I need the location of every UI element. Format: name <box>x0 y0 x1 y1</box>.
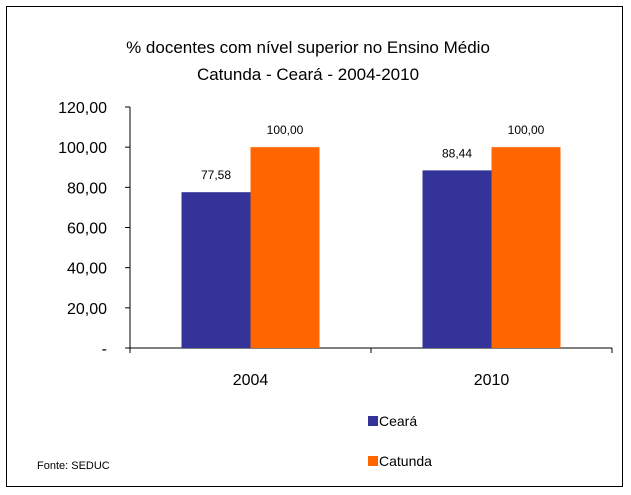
x-axis: 2004 2010 <box>129 347 613 389</box>
chart-title: % docentes com nível superior no Ensino … <box>126 38 490 57</box>
bar-cear- <box>422 170 492 348</box>
bar-group <box>181 147 561 348</box>
legend-swatch <box>368 416 378 426</box>
chart-subtitle: Catunda - Ceará - 2004-2010 <box>197 65 419 84</box>
data-label-group: 77,58 100,00 88,44 100,00 <box>201 123 545 182</box>
y-tick-label: - <box>102 341 107 358</box>
data-label: 88,44 <box>442 146 472 160</box>
data-label: 77,58 <box>201 168 231 182</box>
legend-label: Ceará <box>379 413 417 429</box>
y-tick-label: 120,00 <box>58 100 107 117</box>
legend-swatch <box>368 456 378 466</box>
bar-cear- <box>181 192 251 348</box>
data-label: 100,00 <box>508 123 545 137</box>
x-tick-label: 2010 <box>474 372 510 389</box>
data-label: 100,00 <box>267 123 304 137</box>
y-axis: - 20,00 40,00 60,00 80,00 100,00 120,00 <box>58 100 131 358</box>
legend-label: Catunda <box>379 453 432 469</box>
y-tick-label: 40,00 <box>67 261 107 278</box>
y-tick-label: 80,00 <box>67 180 107 197</box>
y-tick-label: 60,00 <box>67 221 107 238</box>
legend: Ceará Catunda <box>368 413 432 469</box>
y-tick-label: 100,00 <box>58 140 107 157</box>
bar-catunda <box>250 147 320 348</box>
bar-catunda <box>491 147 561 348</box>
source-note: Fonte: SEDUC <box>37 460 110 472</box>
y-tick-label: 20,00 <box>67 301 107 318</box>
x-tick-label: 2004 <box>233 372 269 389</box>
